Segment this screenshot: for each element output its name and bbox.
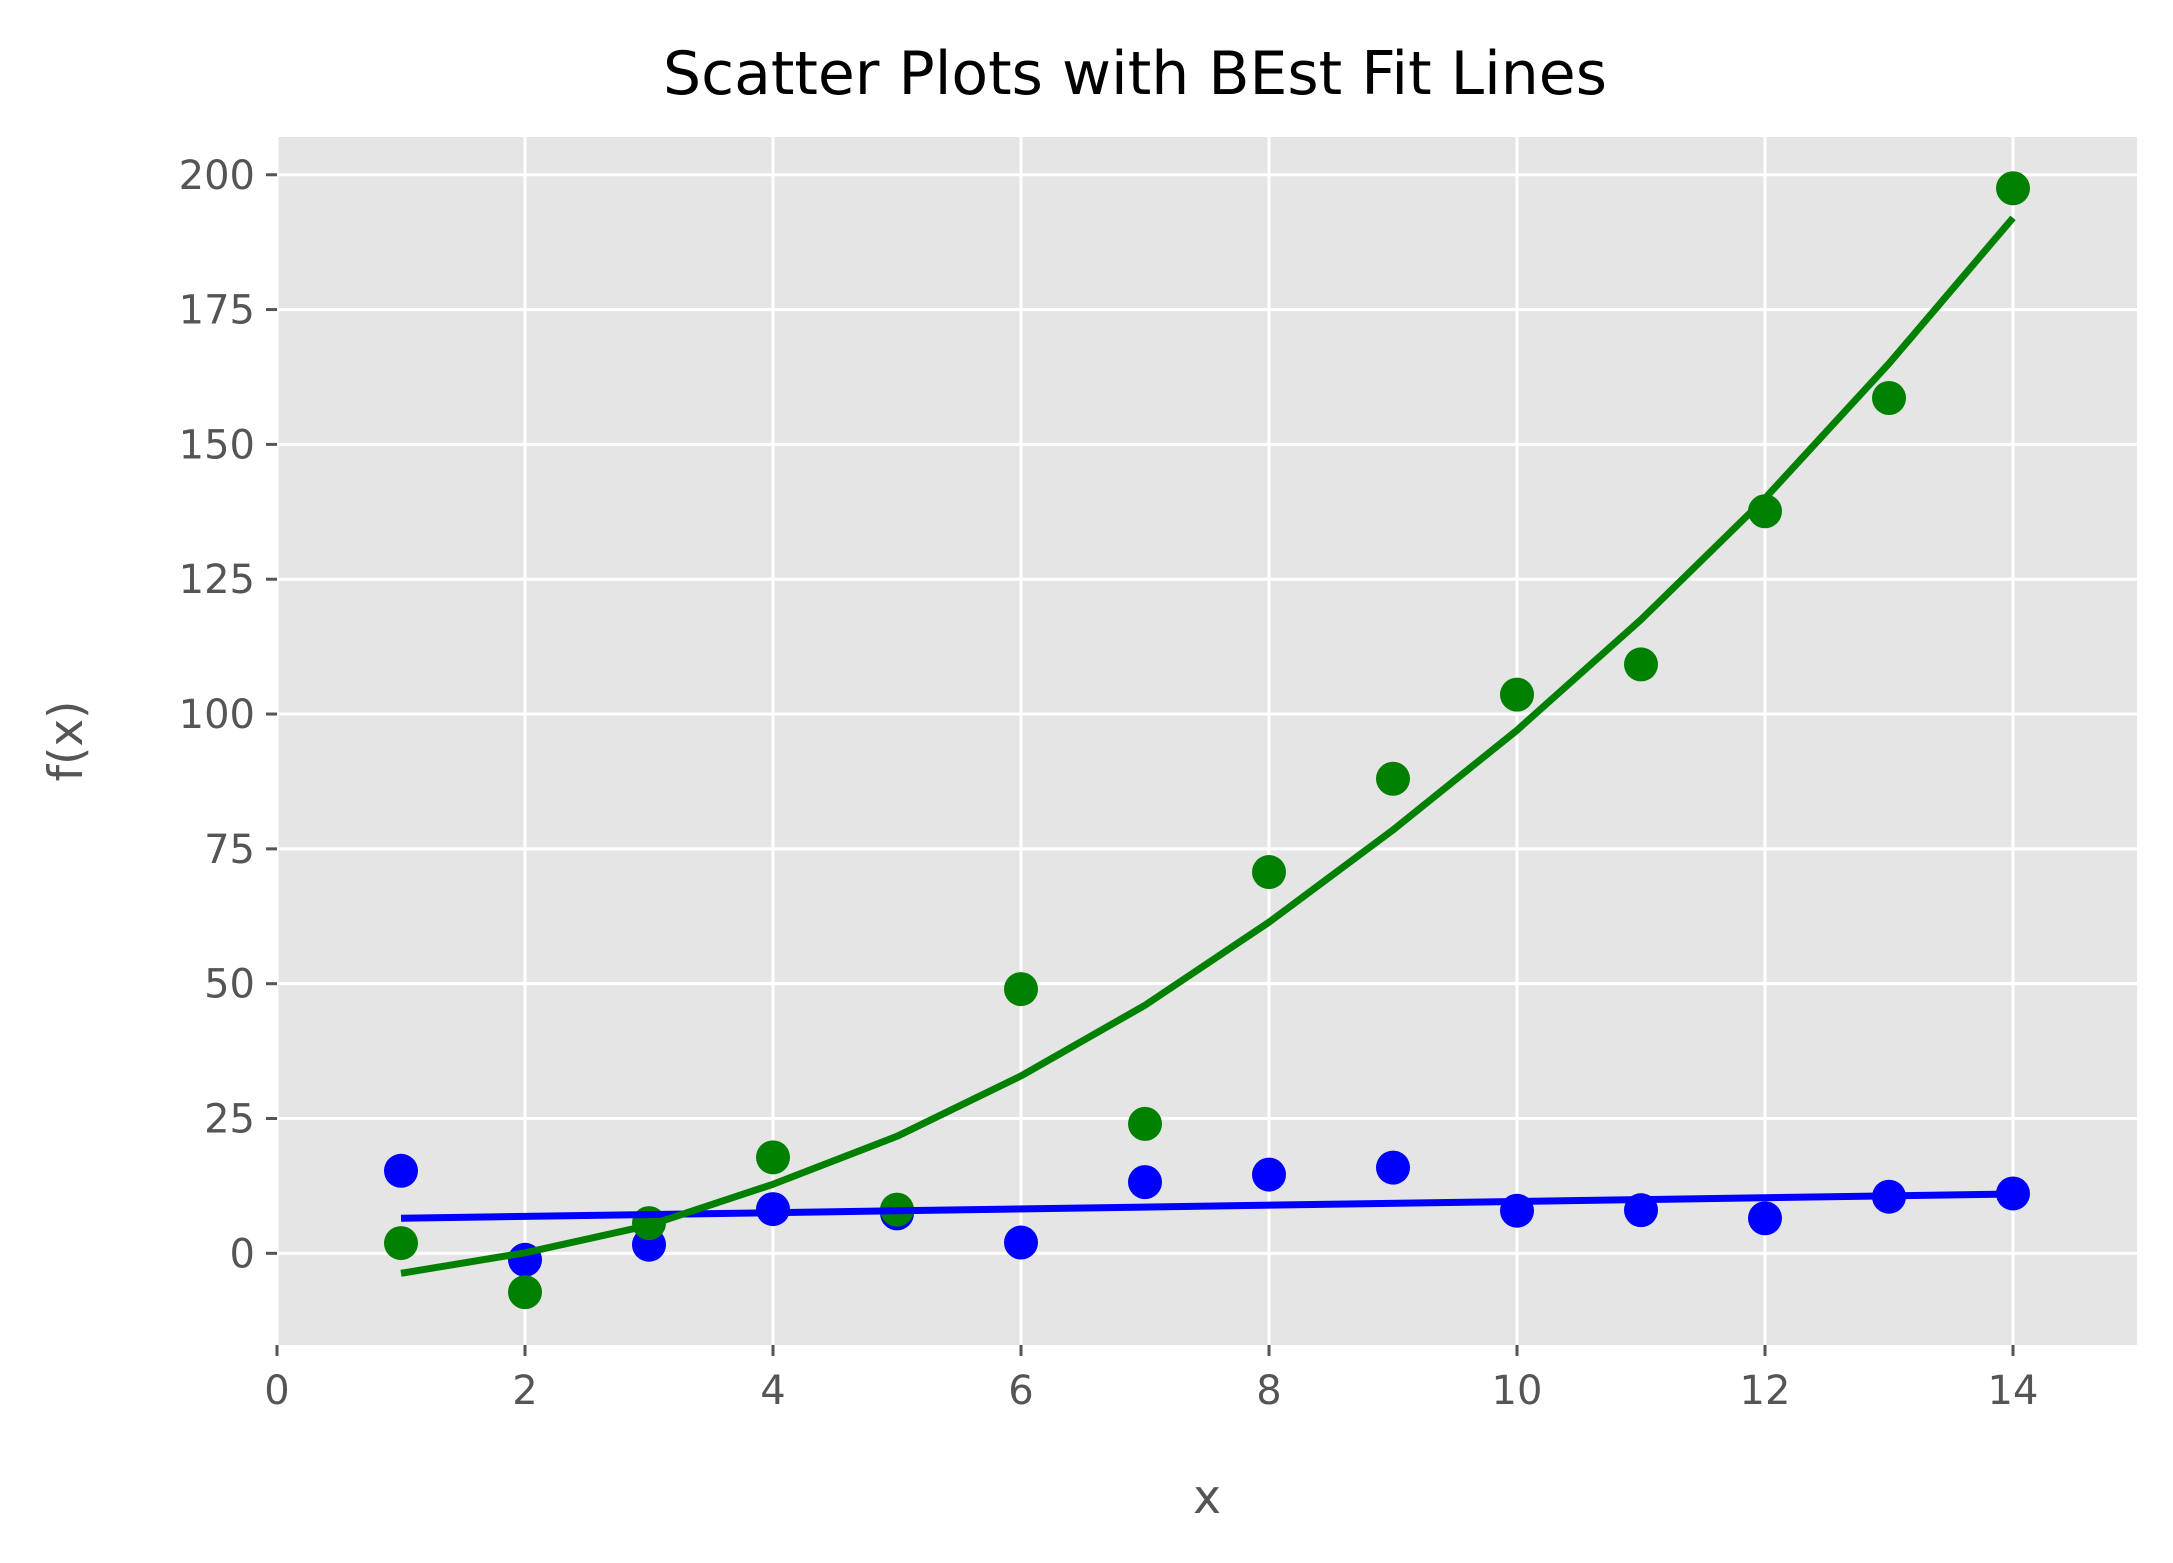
y-tick-label: 0: [230, 1231, 255, 1277]
plot-background: [277, 137, 2137, 1345]
x-tick-label: 0: [264, 1368, 289, 1414]
data-point-series-1: [1748, 1201, 1782, 1236]
grid: [275, 137, 2137, 1345]
x-axis-label: x: [1193, 1470, 1221, 1525]
x-tick-label: 10: [1492, 1368, 1543, 1414]
data-point-series-2: [756, 1140, 790, 1175]
y-tick-label: 175: [179, 288, 255, 334]
data-point-series-2: [1376, 761, 1410, 796]
y-tick-label: 125: [179, 557, 255, 603]
data-point-series-1: [1996, 1176, 2030, 1211]
data-point-series-2: [1624, 647, 1658, 682]
data-point-series-2: [1500, 677, 1534, 712]
chart-title: Scatter Plots with BEst Fit Lines: [663, 39, 1607, 109]
fit-line-1: [400, 1190, 2014, 1222]
y-axis-label: f(x): [39, 700, 94, 781]
data-point-series-1: [1252, 1157, 1286, 1192]
axis-ticks: 0 2 4 6 8 10 12 14 0 25 50 75 100 125 150 175 200: [179, 153, 2039, 1414]
data-point-series-2: [1872, 381, 1906, 416]
y-tick-label: 75: [204, 827, 255, 873]
data-point-series-1: [756, 1192, 790, 1227]
fit-line-2: [400, 215, 2016, 1277]
data-point-series-1: [384, 1153, 418, 1188]
x-tick-label: 6: [1008, 1368, 1033, 1414]
data-point-series-2: [1252, 855, 1286, 890]
data-point-series-2: [1128, 1106, 1162, 1141]
data-point-series-2: [384, 1226, 418, 1261]
x-tick-label: 12: [1740, 1368, 1791, 1414]
x-tick-label: 2: [512, 1368, 537, 1414]
y-tick-label: 25: [204, 1097, 255, 1143]
x-tick-label: 14: [1988, 1368, 2039, 1414]
data-point-series-1: [1376, 1150, 1410, 1185]
y-tick-label: 100: [179, 692, 255, 738]
data-point-series-2: [1004, 972, 1038, 1007]
y-tick-label: 50: [204, 962, 255, 1008]
data-point-series-2: [508, 1275, 542, 1310]
data-point-series-1: [1004, 1225, 1038, 1260]
y-tick-label: 150: [179, 422, 255, 468]
x-tick-label: 4: [760, 1368, 785, 1414]
data-point-series-1: [1128, 1165, 1162, 1200]
series-layer: [384, 171, 2030, 1310]
x-tick-label: 8: [1256, 1368, 1281, 1414]
data-point-series-2: [1996, 171, 2030, 206]
y-tick-label: 200: [179, 153, 255, 199]
